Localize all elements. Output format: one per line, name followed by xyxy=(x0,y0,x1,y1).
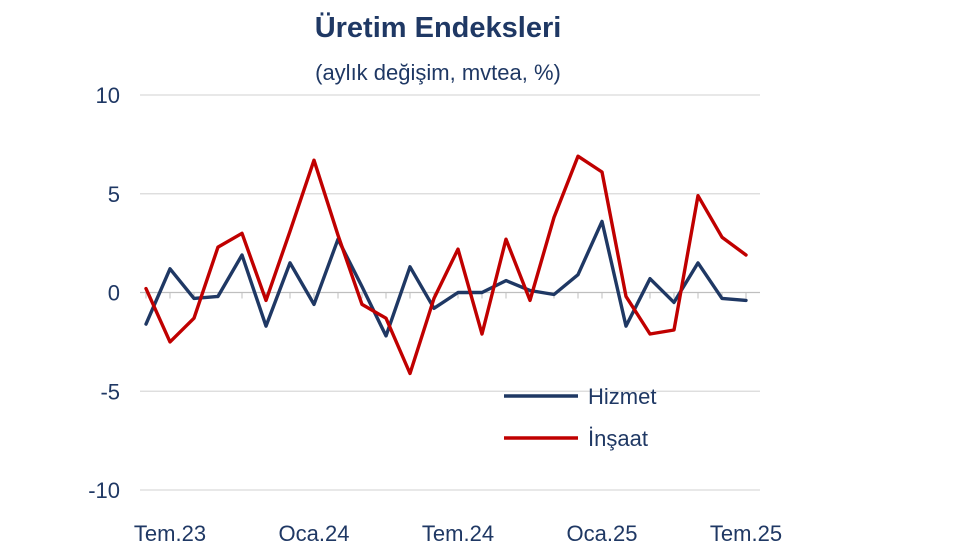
x-tick-label: Tem.23 xyxy=(134,521,206,546)
y-tick-label: 5 xyxy=(108,182,120,207)
y-tick-label: 0 xyxy=(108,281,120,306)
legend-label: Hizmet xyxy=(588,384,656,409)
x-axis: Tem.23 Oca.24 Tem.24 Oca.25 Tem.25 xyxy=(134,291,782,546)
x-tick-label: Tem.25 xyxy=(710,521,782,546)
series-line-hizmet xyxy=(144,219,748,338)
chart-subtitle: (aylık değişim, mvtea, %) xyxy=(315,60,561,85)
y-tick-label: 10 xyxy=(96,83,120,108)
x-tick-label: Oca.25 xyxy=(567,521,638,546)
chart-title: Üretim Endeksleri xyxy=(314,12,562,44)
x-tick-label: Oca.24 xyxy=(279,521,350,546)
y-tick-label: -10 xyxy=(88,478,120,503)
legend-label: İnşaat xyxy=(588,426,648,451)
grid-lines xyxy=(140,94,760,491)
series-lines xyxy=(144,154,748,376)
y-axis: 10 5 0 -5 -10 xyxy=(88,83,120,503)
x-tick-label: Tem.24 xyxy=(422,521,494,546)
legend: Hizmet İnşaat xyxy=(504,384,656,451)
series-line-insaat xyxy=(144,154,748,376)
y-tick-label: -5 xyxy=(100,379,120,404)
